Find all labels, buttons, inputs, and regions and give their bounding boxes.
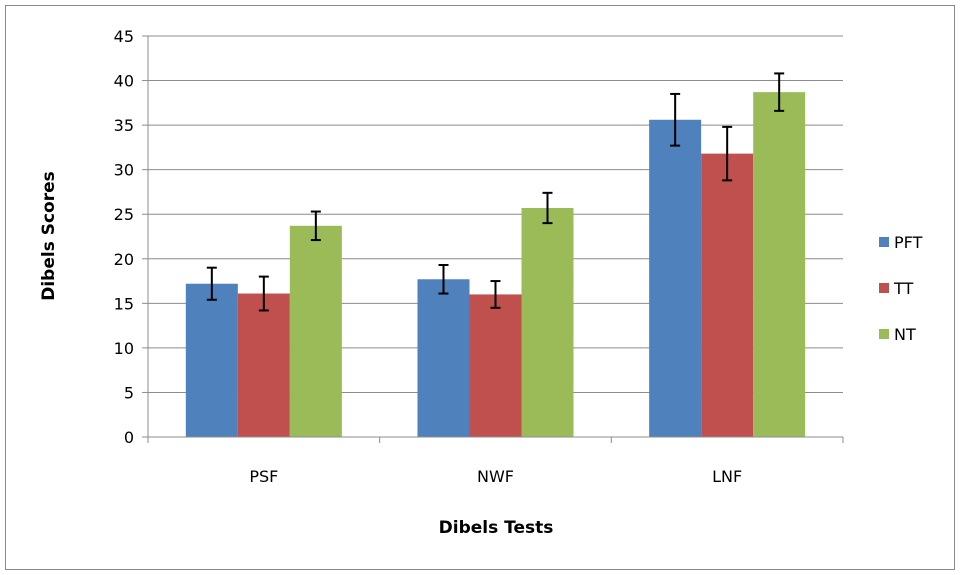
bar-nt-psf — [289, 225, 342, 437]
legend-label-nt: NT — [894, 325, 916, 344]
bar-nt-lnf — [753, 92, 806, 437]
legend-swatch-nt — [879, 329, 889, 339]
legend: PFT TT NT — [879, 233, 923, 344]
y-tick-label: 10 — [114, 339, 134, 358]
legend-swatch-pft — [879, 237, 889, 247]
y-tick-label: 0 — [124, 428, 134, 447]
legend-label-pft: PFT — [894, 233, 923, 252]
y-tick-label: 30 — [114, 161, 134, 180]
y-tick-label: 15 — [114, 294, 134, 313]
x-tick-labels: PSF NWF LNF — [249, 467, 742, 486]
x-axis-title: Dibels Tests — [439, 518, 554, 538]
bar-tt-lnf — [701, 153, 754, 438]
chart-area: 0 5 10 15 20 25 30 35 40 45 PSF NWF LNF Dibels Scor… — [5, 5, 955, 570]
axes — [142, 35, 844, 443]
legend-swatch-tt — [879, 283, 889, 293]
bar-tt-nwf — [469, 294, 522, 437]
y-tick-label: 45 — [114, 27, 134, 46]
y-axis-title: Dibels Scores — [39, 171, 59, 301]
y-tick-label: 25 — [114, 205, 134, 224]
x-tick-label: PSF — [249, 467, 278, 486]
bar-tt-psf — [237, 293, 290, 437]
y-tick-labels: 0 5 10 15 20 25 30 35 40 45 — [114, 27, 134, 447]
y-tick-label: 20 — [114, 250, 134, 269]
legend-label-tt: TT — [893, 279, 913, 298]
bar-nt-nwf — [521, 207, 574, 437]
bars — [185, 92, 806, 438]
bar-chart: 0 5 10 15 20 25 30 35 40 45 PSF NWF LNF Dibels Scor… — [39, 27, 923, 538]
y-tick-label: 5 — [124, 383, 134, 402]
bar-pft-psf — [185, 283, 238, 437]
bar-pft-nwf — [417, 279, 470, 437]
y-tick-label: 40 — [114, 72, 134, 91]
x-tick-label: NWF — [477, 467, 514, 486]
bar-pft-lnf — [649, 119, 702, 438]
error-bars — [206, 72, 785, 312]
x-tick-label: LNF — [712, 467, 742, 486]
y-tick-label: 35 — [114, 116, 134, 135]
